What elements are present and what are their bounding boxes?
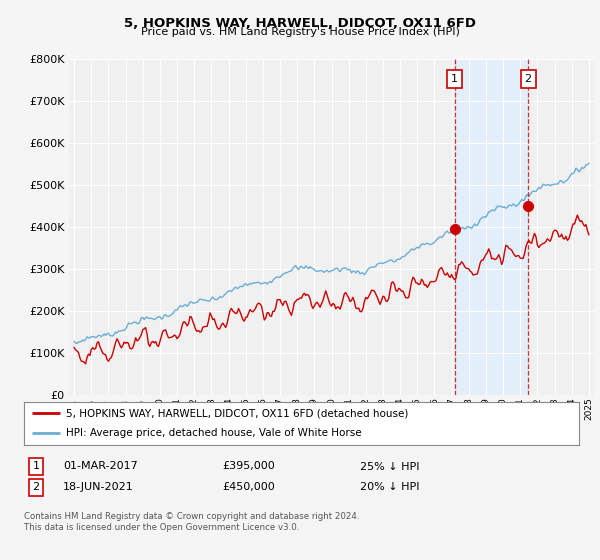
Text: 2: 2: [524, 74, 532, 84]
Bar: [455, 59, 528, 395]
Text: 25% ↓ HPI: 25% ↓ HPI: [360, 461, 419, 472]
Text: 2: 2: [32, 482, 40, 492]
Text: Price paid vs. HM Land Registry's House Price Index (HPI): Price paid vs. HM Land Registry's House …: [140, 27, 460, 37]
Text: £395,000: £395,000: [222, 461, 275, 472]
Text: 20% ↓ HPI: 20% ↓ HPI: [360, 482, 419, 492]
Text: 5, HOPKINS WAY, HARWELL, DIDCOT, OX11 6FD: 5, HOPKINS WAY, HARWELL, DIDCOT, OX11 6F…: [124, 17, 476, 30]
Text: 5, HOPKINS WAY, HARWELL, DIDCOT, OX11 6FD (detached house): 5, HOPKINS WAY, HARWELL, DIDCOT, OX11 6F…: [65, 408, 408, 418]
Text: 18-JUN-2021: 18-JUN-2021: [63, 482, 134, 492]
Text: 1: 1: [32, 461, 40, 472]
Text: £450,000: £450,000: [222, 482, 275, 492]
Text: 1: 1: [451, 74, 458, 84]
Text: Contains HM Land Registry data © Crown copyright and database right 2024.
This d: Contains HM Land Registry data © Crown c…: [24, 512, 359, 532]
Text: 01-MAR-2017: 01-MAR-2017: [63, 461, 138, 472]
Text: HPI: Average price, detached house, Vale of White Horse: HPI: Average price, detached house, Vale…: [65, 428, 361, 438]
